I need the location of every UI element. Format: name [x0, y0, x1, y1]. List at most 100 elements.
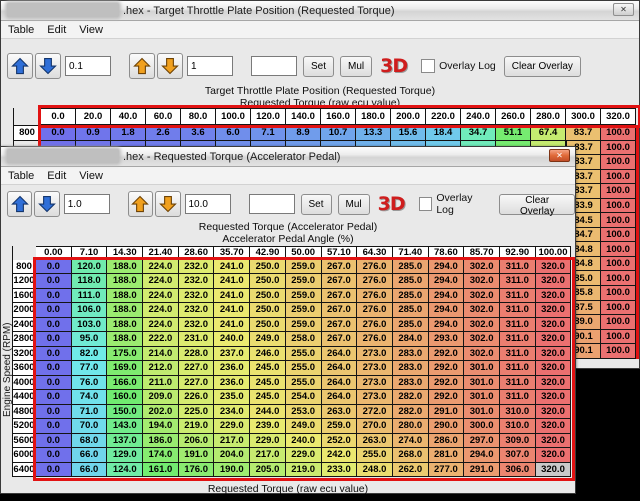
value-cell[interactable]: 239.0	[250, 419, 286, 434]
value-cell[interactable]: 273.0	[357, 375, 393, 391]
value-cell[interactable]: 233.0	[321, 462, 358, 478]
value-cell[interactable]: 263.0	[357, 433, 393, 449]
value-cell[interactable]: 294.0	[428, 274, 465, 289]
value-cell[interactable]: 284.0	[392, 332, 429, 347]
value-cell[interactable]: 0.0	[36, 332, 72, 347]
value-cell[interactable]: 219.0	[178, 419, 215, 434]
value-cell[interactable]: 320.0	[535, 419, 572, 434]
value-cell[interactable]: 1.8	[111, 125, 146, 141]
value-cell[interactable]: 228.0	[178, 346, 215, 362]
coarse-step-input[interactable]	[187, 56, 233, 76]
value-cell[interactable]: 292.0	[428, 346, 465, 362]
value-cell[interactable]: 100.0	[601, 344, 636, 359]
value-cell[interactable]: 301.0	[464, 404, 500, 420]
value-cell[interactable]: 240.0	[214, 332, 251, 347]
value-cell[interactable]: 206.0	[178, 433, 215, 449]
mul-button[interactable]: Mul	[340, 55, 373, 77]
value-cell[interactable]: 283.0	[392, 361, 429, 376]
value-cell[interactable]: 227.0	[178, 375, 215, 391]
value-cell[interactable]: 217.0	[214, 433, 251, 449]
value-cell[interactable]: 3.6	[181, 125, 216, 141]
value-cell[interactable]: 176.0	[178, 462, 215, 478]
value-cell[interactable]: 2.6	[146, 125, 181, 141]
value-cell[interactable]: 311.0	[499, 317, 536, 333]
value-cell[interactable]: 248.0	[357, 462, 393, 478]
value-cell[interactable]: 294.0	[428, 288, 465, 304]
value-cell[interactable]: 8.9	[286, 125, 321, 141]
value-cell[interactable]: 232.0	[178, 288, 215, 304]
value-cell[interactable]: 283.0	[392, 375, 429, 391]
value-cell[interactable]: 241.0	[214, 274, 251, 289]
value-cell[interactable]: 70.0	[71, 419, 108, 434]
decrease-coarse-button[interactable]	[157, 53, 183, 79]
value-cell[interactable]: 0.0	[36, 346, 72, 362]
value-cell[interactable]: 310.0	[499, 419, 536, 434]
value-cell[interactable]: 293.0	[428, 332, 465, 347]
value-cell[interactable]: 267.0	[321, 288, 358, 304]
value-cell[interactable]: 253.0	[285, 404, 322, 420]
value-cell[interactable]: 250.0	[250, 274, 286, 289]
value-cell[interactable]: 311.0	[499, 361, 536, 376]
value-cell[interactable]: 224.0	[143, 303, 179, 318]
value-cell[interactable]: 100.0	[601, 227, 636, 243]
value-cell[interactable]: 118.0	[71, 274, 108, 289]
value-cell[interactable]: 67.4	[531, 125, 566, 141]
value-cell[interactable]: 229.0	[250, 433, 286, 449]
fine-step-input[interactable]	[65, 56, 111, 76]
value-cell[interactable]: 100.0	[601, 155, 636, 170]
value-cell[interactable]: 320.0	[535, 433, 572, 449]
value-cell[interactable]: 252.0	[321, 433, 358, 449]
value-cell[interactable]: 273.0	[357, 361, 393, 376]
value-cell[interactable]: 267.0	[321, 274, 358, 289]
value-cell[interactable]: 283.0	[392, 346, 429, 362]
value-cell[interactable]: 285.0	[392, 317, 429, 333]
3d-view-button[interactable]: 3D	[380, 55, 408, 77]
value-cell[interactable]: 190.0	[214, 462, 251, 478]
value-cell[interactable]: 95.0	[71, 332, 108, 347]
value-cell[interactable]: 231.0	[178, 332, 215, 347]
value-cell[interactable]: 250.0	[250, 317, 286, 333]
value-cell[interactable]: 18.4	[426, 125, 461, 141]
value-cell[interactable]: 281.0	[428, 448, 465, 463]
value-cell[interactable]: 106.0	[71, 303, 108, 318]
value-cell[interactable]: 0.0	[41, 125, 76, 141]
value-cell[interactable]: 320.0	[535, 390, 572, 405]
value-cell[interactable]: 320.0	[535, 259, 572, 275]
value-cell[interactable]: 10.7	[321, 125, 356, 141]
value-cell[interactable]: 71.0	[71, 404, 108, 420]
value-cell[interactable]: 302.0	[464, 288, 500, 304]
value-cell[interactable]: 264.0	[321, 361, 358, 376]
clear-overlay-button[interactable]: Clear Overlay	[499, 193, 576, 217]
value-cell[interactable]: 301.0	[464, 375, 500, 391]
value-cell[interactable]: 290.0	[428, 419, 465, 434]
value-cell[interactable]: 282.0	[392, 390, 429, 405]
value-cell[interactable]: 137.0	[107, 433, 144, 449]
value-cell[interactable]: 267.0	[321, 303, 358, 318]
value-cell[interactable]: 100.0	[601, 271, 636, 286]
value-cell[interactable]: 267.0	[321, 259, 358, 275]
value-cell[interactable]: 245.0	[250, 361, 286, 376]
value-cell[interactable]: 320.0	[535, 404, 572, 420]
value-cell[interactable]: 225.0	[178, 404, 215, 420]
value-cell[interactable]: 258.0	[285, 332, 322, 347]
value-cell[interactable]: 306.0	[499, 462, 536, 478]
front-window-titlebar[interactable]: .hex - Requested Torque (Accelerator Ped…	[1, 147, 575, 167]
value-cell[interactable]: 100.0	[601, 329, 636, 345]
value-cell[interactable]: 161.0	[143, 462, 179, 478]
value-cell[interactable]: 320.0	[535, 317, 572, 333]
value-cell[interactable]: 188.0	[107, 288, 144, 304]
value-cell[interactable]: 219.0	[285, 462, 322, 478]
value-cell[interactable]: 100.0	[601, 242, 636, 257]
value-cell[interactable]: 51.1	[496, 125, 531, 141]
close-button[interactable]: ✕	[549, 149, 570, 162]
value-cell[interactable]: 0.0	[36, 404, 72, 420]
value-cell[interactable]: 143.0	[107, 419, 144, 434]
value-cell[interactable]: 320.0	[535, 361, 572, 376]
value-cell[interactable]: 285.0	[392, 259, 429, 275]
value-cell[interactable]: 82.0	[71, 346, 108, 362]
value-cell[interactable]: 186.0	[143, 433, 179, 449]
value-cell[interactable]: 224.0	[143, 274, 179, 289]
value-cell[interactable]: 255.0	[285, 375, 322, 391]
value-cell[interactable]: 311.0	[499, 274, 536, 289]
value-cell[interactable]: 285.0	[392, 274, 429, 289]
